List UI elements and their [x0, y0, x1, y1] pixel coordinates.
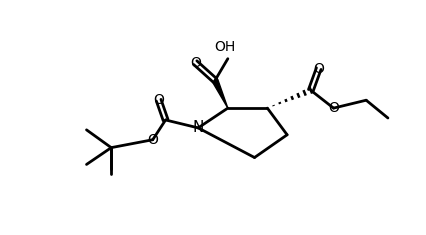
Text: O: O — [313, 62, 323, 76]
Text: N: N — [192, 120, 203, 135]
Text: O: O — [153, 93, 164, 107]
Polygon shape — [212, 79, 227, 108]
Text: O: O — [327, 101, 338, 115]
Text: O: O — [147, 133, 158, 147]
Text: OH: OH — [214, 40, 235, 54]
Text: O: O — [189, 56, 200, 70]
